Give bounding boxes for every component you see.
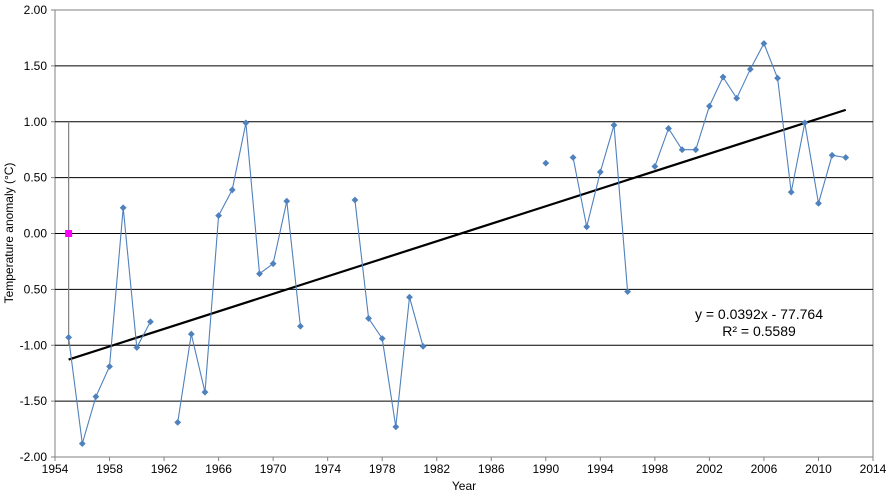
y-tick-label: 0.50 <box>24 282 48 296</box>
data-point <box>774 74 781 82</box>
data-point <box>256 270 263 278</box>
data-point <box>419 342 427 350</box>
error-bar-group <box>65 121 73 346</box>
data-point <box>665 125 672 132</box>
x-tick-label: 1966 <box>205 462 232 476</box>
x-tick-label: 1998 <box>642 462 669 476</box>
x-tick-label: 1978 <box>369 462 396 476</box>
data-point <box>78 440 86 447</box>
data-point <box>719 73 727 81</box>
data-point <box>596 168 604 176</box>
x-tick-label: 1974 <box>314 462 341 476</box>
data-point <box>692 146 700 154</box>
series-line <box>354 199 424 427</box>
x-tick-label: 1970 <box>260 462 287 476</box>
data-point <box>787 188 795 196</box>
x-tick-label: 1994 <box>587 462 614 476</box>
data-point <box>106 363 113 370</box>
x-tick-label: 1958 <box>96 462 123 476</box>
y-axis-title: Temperature anomaly (°C) <box>2 163 16 304</box>
y-tick-label: 1.00 <box>24 115 48 129</box>
trendline-group <box>68 108 847 361</box>
data-point <box>392 423 400 431</box>
data-point <box>610 121 618 129</box>
x-tick-label: 2006 <box>751 462 778 476</box>
trendline-equation: y = 0.0392x - 77.764 <box>695 306 823 322</box>
data-point <box>760 40 768 47</box>
y-axis-ticks: 2.00 1.50 1.00 0.50 0.00 0.50 -1.00 -1.50 -2.00 <box>20 3 55 464</box>
x-tick-label: 1962 <box>151 462 178 476</box>
data-point <box>746 65 754 73</box>
data-point <box>733 94 741 102</box>
data-point <box>378 335 386 342</box>
data-point <box>542 159 550 167</box>
x-axis-ticks: 1954 1958 1962 1966 1970 1974 1978 1982 1986 1990… <box>42 457 887 476</box>
error-bar-marker <box>65 230 73 237</box>
data-point <box>678 146 686 154</box>
x-axis-title: Year <box>452 479 476 493</box>
data-point <box>842 154 850 161</box>
data-point <box>351 196 359 204</box>
data-point <box>569 154 577 161</box>
data-point <box>651 163 659 170</box>
data-point <box>228 186 236 194</box>
data-point <box>133 344 141 351</box>
y-tick-label: 2.00 <box>24 3 48 17</box>
x-tick-label: 2010 <box>805 462 832 476</box>
trendline <box>68 108 847 361</box>
data-point <box>174 418 182 426</box>
data-point <box>242 119 250 127</box>
data-point <box>801 119 809 127</box>
x-tick-label: 1954 <box>42 462 69 476</box>
data-point <box>365 315 372 322</box>
y-tick-label: 0.50 <box>24 171 48 185</box>
x-tick-label: 1990 <box>532 462 559 476</box>
data-point <box>187 330 195 338</box>
data-point <box>215 212 222 220</box>
y-tick-label: -2.00 <box>20 450 48 464</box>
y-tick-label: 0.00 <box>24 227 48 241</box>
data-point <box>92 393 100 401</box>
series-line <box>177 122 301 423</box>
gridlines <box>55 65 873 402</box>
series-points <box>65 40 850 447</box>
data-point <box>815 199 822 207</box>
x-tick-label: 2002 <box>696 462 723 476</box>
x-tick-label: 1982 <box>423 462 450 476</box>
data-point <box>406 293 413 301</box>
y-tick-label: -1.00 <box>20 338 48 352</box>
data-point <box>706 102 713 110</box>
data-point <box>269 260 277 268</box>
x-tick-label: 1986 <box>478 462 505 476</box>
x-tick-label: 2014 <box>860 462 887 476</box>
data-point <box>119 204 127 212</box>
y-tick-label: -1.50 <box>20 394 48 408</box>
trendline-r-squared: R² = 0.5589 <box>722 323 796 339</box>
data-point <box>583 223 591 231</box>
data-point <box>297 322 304 330</box>
data-point <box>624 288 631 296</box>
data-point <box>283 197 291 205</box>
data-point <box>201 388 209 396</box>
data-point <box>828 151 836 159</box>
data-point <box>147 318 154 326</box>
data-point <box>65 334 73 341</box>
y-tick-label: 1.50 <box>24 59 48 73</box>
